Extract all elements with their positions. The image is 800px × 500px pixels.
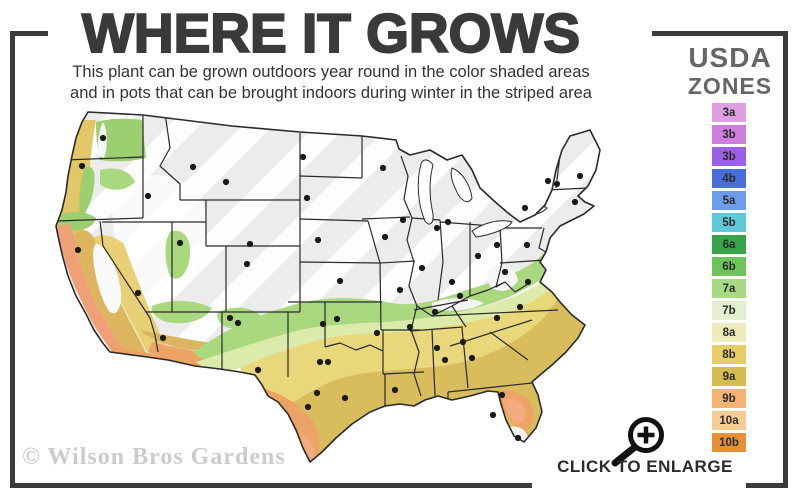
city-dot (254, 366, 262, 374)
legend-zone-chip-3a-0: 3a (712, 103, 746, 122)
city-dot (489, 411, 497, 419)
city-dot (333, 315, 341, 323)
page-title: WHERE IT GROWS (81, 1, 581, 65)
city-dot (514, 434, 522, 442)
city-dot (448, 278, 456, 286)
city-dot (468, 354, 476, 362)
legend-zone-chip-3b-2: 3b (712, 147, 746, 166)
city-dot (324, 358, 332, 366)
city-dot (341, 394, 349, 402)
subtitle-line-2: and in pots that can be brought indoors … (70, 84, 592, 103)
frame-border-top-right (652, 31, 788, 36)
frame-border-right (783, 31, 788, 488)
watermark: © Wilson Bros Gardens (22, 444, 286, 470)
frame-border-left (10, 31, 15, 488)
city-dot (226, 314, 234, 322)
city-dot (396, 286, 404, 294)
city-dot (304, 403, 312, 411)
city-dot (544, 177, 552, 185)
city-dot (381, 233, 389, 241)
city-dot (134, 289, 142, 297)
city-dot (406, 323, 414, 331)
legend-zone-chip-3b-1: 3b (712, 125, 746, 144)
city-dot (246, 240, 254, 248)
city-dot (433, 224, 441, 232)
city-dot (493, 241, 501, 249)
city-dot (234, 319, 242, 327)
legend-title-usda: USDA (688, 42, 772, 73)
city-dot (379, 164, 387, 172)
legend-zone-chip-9a-12: 9a (712, 367, 746, 386)
legend-zone-chip-7b-9: 7b (712, 301, 746, 320)
city-dot (441, 356, 449, 364)
city-dot (319, 320, 327, 328)
legend-zone-chip-7a-8: 7a (712, 279, 746, 298)
city-dot (313, 389, 321, 397)
legend-zone-chip-5a-4: 5a (712, 191, 746, 210)
city-dot (571, 198, 579, 206)
great-lakes (417, 159, 548, 238)
legend-zone-chip-8b-11: 8b (712, 345, 746, 364)
legend-zone-chip-8a-10: 8a (712, 323, 746, 342)
city-dot (316, 358, 324, 366)
city-dot (456, 292, 464, 300)
click-to-enlarge-button[interactable]: CLICK TO ENLARGE (557, 457, 733, 476)
city-dot (78, 162, 86, 170)
city-dot (553, 180, 561, 188)
city-dot (74, 246, 82, 254)
city-dot (524, 278, 532, 286)
city-dot (444, 218, 452, 226)
state-borders (56, 112, 589, 407)
city-dot (431, 308, 439, 316)
legend-zone-chip-6b-7: 6b (712, 257, 746, 276)
magnifier-plus-icon[interactable] (602, 410, 664, 468)
legend-zone-chip-10a-14: 10a (712, 411, 746, 430)
city-dot (433, 344, 441, 352)
city-dot (459, 338, 467, 346)
frame-border-top-left (10, 31, 48, 36)
usda-zone-legend: 3a 3b 3b 4b 5a 5b 6a 6b 7a 7b 8a 8b 9a 9b 10a 10b (712, 103, 746, 455)
city-dot (418, 264, 426, 272)
frame-border-bottom-left (10, 483, 532, 488)
city-dot (144, 192, 152, 200)
us-map-outline (55, 111, 601, 463)
frame-border-bottom-right (746, 483, 788, 488)
city-dot (493, 314, 501, 322)
city-dot (391, 386, 399, 394)
city-dot (243, 260, 251, 268)
city-dot (501, 268, 509, 276)
legend-zone-chip-9b-13: 9b (712, 389, 746, 408)
city-dot (523, 241, 531, 249)
city-dot (159, 334, 167, 342)
city-dot (521, 204, 529, 212)
legend-title-zones: ZONES (687, 73, 773, 99)
city-dot (516, 303, 524, 311)
city-dot (474, 252, 482, 260)
city-dot (303, 194, 311, 202)
city-dot (336, 277, 344, 285)
city-dot (99, 134, 107, 142)
legend-zone-chip-6a-6: 6a (712, 235, 746, 254)
city-dot (576, 172, 584, 180)
city-dot (314, 236, 322, 244)
city-dot (373, 329, 381, 337)
legend-zone-chip-4b-3: 4b (712, 169, 746, 188)
city-dot (189, 163, 197, 171)
city-dot (176, 239, 184, 247)
subtitle: This plant can be grown outdoors year ro… (15, 62, 647, 105)
city-dot (222, 178, 230, 186)
legend-zone-chip-10b-15: 10b (712, 433, 746, 452)
city-dot (399, 216, 407, 224)
city-marker-dots (74, 134, 584, 442)
subtitle-line-1: This plant can be grown outdoors year ro… (72, 63, 590, 81)
legend-zone-chip-5b-5: 5b (712, 213, 746, 232)
legend-title: USDA ZONES (668, 44, 792, 98)
city-dot (498, 391, 506, 399)
city-dot (299, 153, 307, 161)
